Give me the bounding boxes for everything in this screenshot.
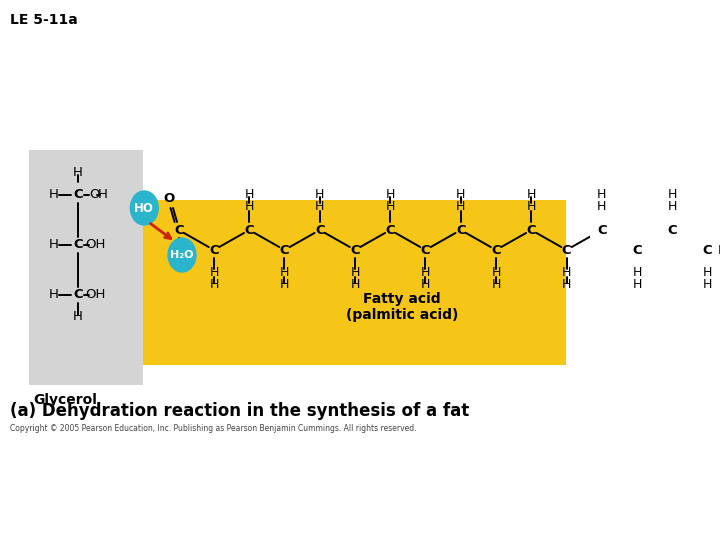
Text: H: H bbox=[526, 188, 536, 201]
Text: H: H bbox=[315, 188, 325, 201]
Text: C: C bbox=[562, 244, 572, 256]
Text: C: C bbox=[73, 288, 83, 301]
Text: H: H bbox=[385, 188, 395, 201]
Text: O: O bbox=[89, 188, 99, 201]
Text: H: H bbox=[245, 188, 254, 201]
Text: H: H bbox=[667, 200, 677, 213]
Text: H: H bbox=[48, 239, 58, 252]
Text: LE 5-11a: LE 5-11a bbox=[10, 13, 78, 27]
Text: H: H bbox=[48, 288, 58, 301]
Text: Copyright © 2005 Pearson Education, Inc. Publishing as Pearson Benjamin Cummings: Copyright © 2005 Pearson Education, Inc.… bbox=[10, 424, 416, 433]
Text: H: H bbox=[245, 200, 254, 213]
Text: H: H bbox=[562, 267, 571, 280]
Text: C: C bbox=[385, 224, 395, 237]
Text: Glycerol: Glycerol bbox=[33, 393, 96, 407]
Text: H: H bbox=[420, 279, 430, 292]
Text: H: H bbox=[491, 279, 500, 292]
Text: H: H bbox=[280, 267, 289, 280]
Text: H: H bbox=[597, 200, 606, 213]
Text: H: H bbox=[351, 267, 360, 280]
Circle shape bbox=[130, 191, 158, 225]
Text: H₂O: H₂O bbox=[170, 250, 194, 260]
Text: H: H bbox=[456, 200, 465, 213]
Text: C: C bbox=[315, 224, 325, 237]
Bar bbox=[143, 200, 566, 365]
Text: H: H bbox=[315, 200, 325, 213]
Text: C: C bbox=[279, 244, 289, 256]
Text: H: H bbox=[210, 279, 219, 292]
Text: H: H bbox=[48, 188, 58, 201]
Text: H: H bbox=[351, 279, 360, 292]
Text: C: C bbox=[491, 244, 501, 256]
Text: H: H bbox=[703, 267, 712, 280]
Text: (a) Dehydration reaction in the synthesis of a fat: (a) Dehydration reaction in the synthesi… bbox=[10, 402, 469, 420]
Text: C: C bbox=[703, 244, 712, 256]
Text: C: C bbox=[667, 224, 677, 237]
Text: H: H bbox=[703, 279, 712, 292]
Text: C: C bbox=[350, 244, 360, 256]
Text: H: H bbox=[210, 267, 219, 280]
Text: C: C bbox=[73, 188, 83, 201]
Text: O: O bbox=[163, 192, 174, 205]
Text: OH: OH bbox=[86, 288, 106, 301]
Text: C: C bbox=[174, 224, 184, 237]
Text: Fatty acid
(palmitic acid): Fatty acid (palmitic acid) bbox=[346, 292, 458, 322]
Circle shape bbox=[168, 238, 196, 272]
Text: H: H bbox=[632, 279, 642, 292]
Text: C: C bbox=[526, 224, 536, 237]
Text: HO: HO bbox=[135, 201, 154, 214]
Text: C: C bbox=[632, 244, 642, 256]
Text: H: H bbox=[73, 166, 83, 179]
Text: H: H bbox=[174, 246, 184, 259]
Text: H: H bbox=[562, 279, 571, 292]
Bar bbox=[29, 150, 143, 385]
Text: H: H bbox=[526, 200, 536, 213]
Text: C: C bbox=[244, 224, 254, 237]
Text: H: H bbox=[456, 188, 465, 201]
Text: H: H bbox=[597, 188, 606, 201]
Text: H: H bbox=[73, 310, 83, 323]
Text: H: H bbox=[385, 200, 395, 213]
Text: H: H bbox=[420, 267, 430, 280]
Text: H: H bbox=[97, 188, 107, 201]
Text: H: H bbox=[491, 267, 500, 280]
Text: H: H bbox=[632, 267, 642, 280]
Text: C: C bbox=[210, 244, 219, 256]
Text: H: H bbox=[667, 188, 677, 201]
Text: H: H bbox=[717, 244, 720, 256]
Text: C: C bbox=[456, 224, 466, 237]
Text: C: C bbox=[597, 224, 606, 237]
Text: C: C bbox=[73, 239, 83, 252]
Text: H: H bbox=[280, 279, 289, 292]
Text: C: C bbox=[420, 244, 431, 256]
Text: OH: OH bbox=[86, 239, 106, 252]
